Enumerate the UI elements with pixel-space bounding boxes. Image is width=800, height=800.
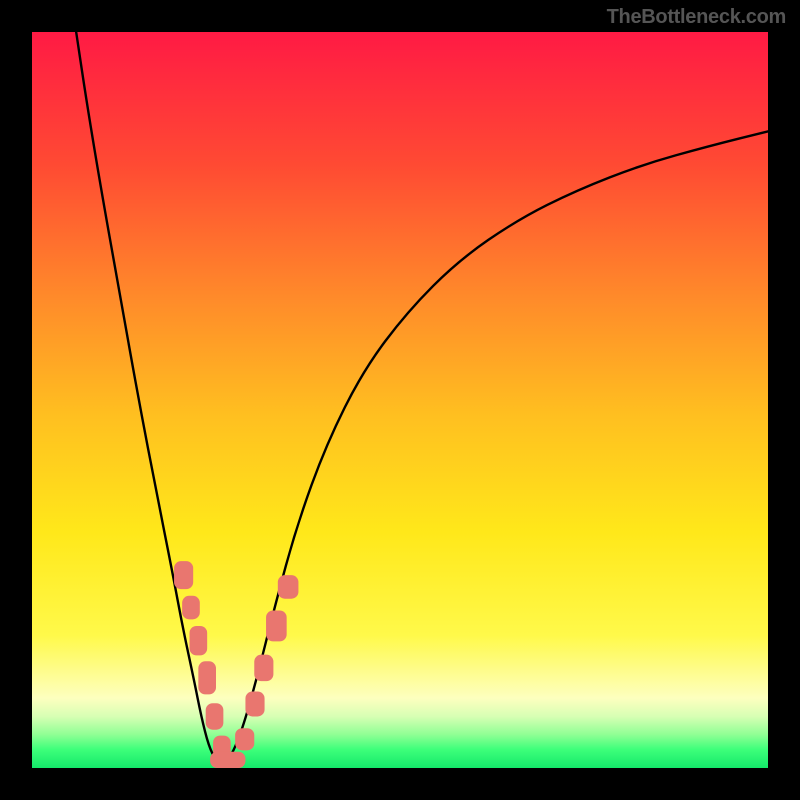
plot-area bbox=[32, 32, 768, 768]
marker-4 bbox=[206, 703, 224, 729]
marker-8 bbox=[245, 691, 264, 716]
marker-3 bbox=[198, 661, 216, 694]
marker-2 bbox=[190, 626, 208, 655]
gradient-background bbox=[32, 32, 768, 768]
marker-10 bbox=[266, 610, 287, 641]
marker-1 bbox=[182, 596, 200, 620]
marker-9 bbox=[254, 655, 273, 681]
bottleneck-curve-svg bbox=[32, 32, 768, 768]
marker-11 bbox=[278, 575, 299, 599]
marker-0 bbox=[174, 561, 193, 589]
marker-7 bbox=[235, 728, 254, 750]
marker-6 bbox=[210, 752, 245, 768]
chart-frame: TheBottleneck.com bbox=[0, 0, 800, 800]
watermark-text: TheBottleneck.com bbox=[607, 6, 786, 29]
